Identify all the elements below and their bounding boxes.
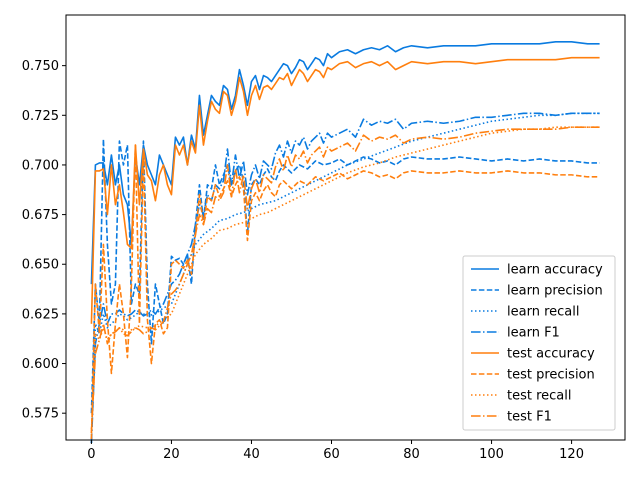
y-axis: 0.575 0.600 0.625 0.650 0.675 0.700 0.725 0.750	[22, 59, 66, 422]
plot-lines	[90, 41, 600, 444]
axes-frame	[65, 14, 626, 441]
series-line-learn-f1	[90, 112, 600, 444]
series-line-learn-accuracy	[90, 41, 600, 285]
legend-label: learn accuracy	[507, 263, 603, 278]
series-line-test-recall	[90, 126, 600, 434]
y-tick-label: 0.675	[22, 208, 59, 223]
x-tick-label: 120	[559, 447, 584, 462]
x-tick-label: 20	[163, 447, 180, 462]
series-line-learn-recall	[90, 112, 600, 444]
series-line-test-f1	[90, 126, 600, 434]
y-tick-label: 0.625	[22, 307, 59, 322]
y-tick-label: 0.725	[22, 109, 59, 124]
x-axis: 0 20 40 60 80 100 120	[87, 440, 584, 462]
series-line-test-precision	[90, 144, 600, 440]
legend-label: learn F1	[507, 326, 560, 341]
x-tick-label: 80	[403, 447, 420, 462]
legend-label: learn recall	[507, 305, 579, 320]
y-tick-label: 0.750	[22, 59, 59, 74]
x-tick-label: 0	[87, 447, 95, 462]
legend-box	[462, 255, 616, 431]
legend: learn accuracy learn precision learn recal…	[462, 255, 616, 431]
legend-label: test accuracy	[507, 347, 595, 362]
y-tick-label: 0.650	[22, 258, 59, 273]
x-tick-label: 40	[243, 447, 260, 462]
x-tick-label: 60	[323, 447, 340, 462]
y-tick-label: 0.600	[22, 357, 59, 372]
legend-label: test recall	[507, 389, 572, 404]
x-tick-label: 100	[479, 447, 504, 462]
y-tick-label: 0.700	[22, 158, 59, 173]
legend-label: test F1	[507, 410, 552, 425]
legend-label: test precision	[507, 368, 595, 383]
legend-label: learn precision	[507, 284, 603, 299]
series-line-test-accuracy	[90, 56, 600, 324]
y-tick-label: 0.575	[22, 407, 59, 422]
